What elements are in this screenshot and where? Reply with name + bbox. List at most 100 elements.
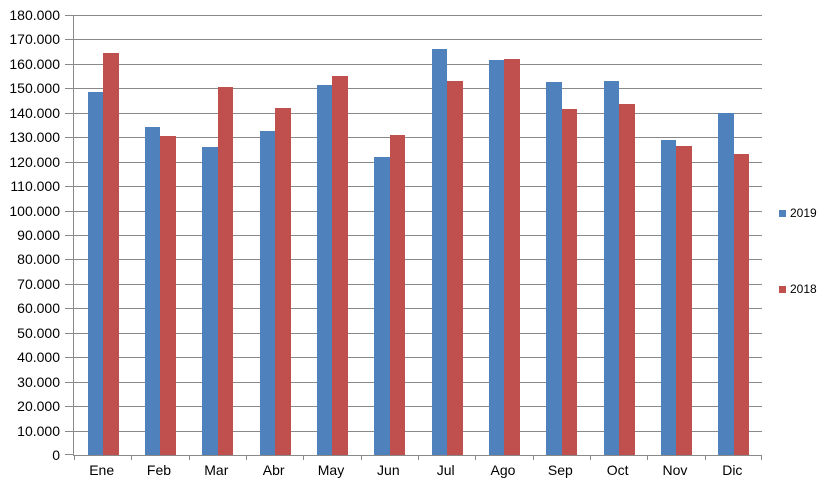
bar-2018-abr — [275, 107, 291, 455]
bar-2018-mar — [217, 87, 234, 455]
y-axis-tick — [65, 259, 73, 261]
legend-item-2019: 2019 — [779, 205, 817, 221]
y-axis-tick — [65, 88, 73, 90]
y-axis-tick-label: 170.000 — [9, 31, 60, 48]
y-axis-tick-label: 150.000 — [9, 80, 60, 97]
y-axis-tick-label: 120.000 — [9, 153, 60, 170]
y-axis-tick-label: 20.000 — [17, 398, 60, 415]
gridline — [74, 332, 762, 334]
x-axis-tick — [303, 456, 305, 460]
y-axis-tick-label: 140.000 — [9, 104, 60, 121]
gridline — [74, 381, 762, 383]
x-axis-label: Dic — [722, 462, 743, 478]
y-axis-tick-label: 180.000 — [9, 7, 60, 23]
y-axis-tick — [65, 15, 73, 16]
y-axis-tick — [65, 308, 73, 310]
y-axis-tick-label: 110.000 — [10, 178, 60, 195]
legend-swatch-2018 — [779, 285, 786, 293]
bar-2019-sep — [546, 82, 562, 455]
gridline — [74, 406, 762, 408]
y-axis-tick — [65, 137, 73, 139]
y-axis-tick-label: 70.000 — [17, 275, 60, 292]
x-axis-tick — [246, 456, 247, 460]
x-axis-label: Nov — [662, 462, 688, 478]
y-axis-tick — [65, 186, 73, 188]
x-axis-tick — [360, 456, 362, 460]
bar-2018-oct — [619, 104, 635, 455]
x-axis-label: Jun — [377, 462, 400, 478]
x-axis-tick — [188, 456, 190, 460]
gridline — [74, 235, 762, 236]
y-axis-tick — [65, 454, 73, 455]
gridline — [74, 88, 762, 90]
gridline — [74, 137, 762, 139]
bar-2018-ene — [103, 52, 119, 455]
bar-2019-ago — [488, 60, 505, 455]
y-axis-tick — [65, 210, 73, 212]
gridline — [74, 308, 762, 310]
x-axis-tick — [74, 456, 75, 460]
y-axis-tick — [65, 406, 73, 408]
gridline — [74, 63, 762, 65]
y-axis-tick — [65, 332, 73, 334]
y-axis-tick-label: 100.000 — [9, 202, 60, 219]
x-axis-tick — [418, 456, 419, 460]
legend-swatch-2019 — [779, 209, 786, 217]
y-axis-tick — [65, 357, 73, 359]
y-axis-tick — [65, 235, 73, 236]
gridline — [74, 259, 762, 261]
y-axis-tick — [65, 63, 73, 65]
x-axis-tick — [131, 456, 133, 460]
bar-2019-may — [316, 84, 333, 455]
bar-2019-dic — [718, 112, 734, 455]
gridline — [74, 283, 762, 285]
y-axis-tick — [65, 161, 73, 163]
y-axis-tick-label: 40.000 — [17, 349, 60, 366]
y-axis-tick — [65, 283, 73, 285]
x-axis-tick — [590, 456, 591, 460]
y-axis-tick-label: 60.000 — [17, 300, 60, 317]
y-axis-tick — [65, 381, 73, 383]
bar-2019-nov — [660, 139, 677, 455]
y-axis-tick-label: 30.000 — [17, 373, 60, 390]
bar-2018-sep — [561, 109, 578, 455]
bar-2019-ene — [87, 92, 103, 455]
bar-2018-feb — [160, 136, 176, 455]
x-axis-label: Abr — [262, 462, 285, 478]
bar-2019-mar — [202, 147, 218, 455]
y-axis-tick-label: 130.000 — [9, 129, 60, 146]
x-axis-tick — [475, 456, 477, 460]
x-axis-label: Ago — [490, 462, 516, 478]
y-axis-tick-label: 0 — [52, 447, 60, 463]
gridline — [74, 161, 762, 163]
x-axis-label: Feb — [146, 462, 172, 478]
x-axis-tick — [532, 456, 534, 460]
y-axis-tick-label: 50.000 — [17, 324, 60, 341]
x-axis-label: Oct — [606, 462, 629, 478]
bar-2019-jun — [374, 156, 390, 455]
y-axis-tick — [65, 430, 73, 432]
x-axis-tick — [647, 456, 649, 460]
x-axis-tick — [704, 456, 706, 460]
bar-2018-dic — [733, 154, 750, 455]
bar-2018-jul — [447, 81, 463, 455]
gridline — [74, 210, 762, 212]
bar-2018-nov — [676, 145, 692, 455]
plot-area — [65, 15, 762, 460]
bar-2018-ago — [504, 59, 520, 455]
legend-item-2018: 2018 — [779, 281, 817, 297]
x-axis-label: Jul — [436, 462, 455, 478]
bar-2019-oct — [603, 81, 619, 455]
x-axis-label: Mar — [204, 462, 229, 478]
bar-2018-jun — [389, 134, 406, 455]
gridline — [74, 112, 762, 114]
bar-2019-feb — [144, 127, 161, 455]
y-axis-tick — [65, 39, 73, 41]
y-axis-tick-label: 160.000 — [9, 55, 60, 72]
gridline — [74, 15, 762, 16]
bar-2019-abr — [259, 131, 275, 455]
gridline — [74, 39, 762, 41]
x-axis-label: May — [317, 462, 345, 478]
legend-label-2018: 2018 — [790, 282, 817, 296]
bar-2019-jul — [431, 49, 447, 455]
